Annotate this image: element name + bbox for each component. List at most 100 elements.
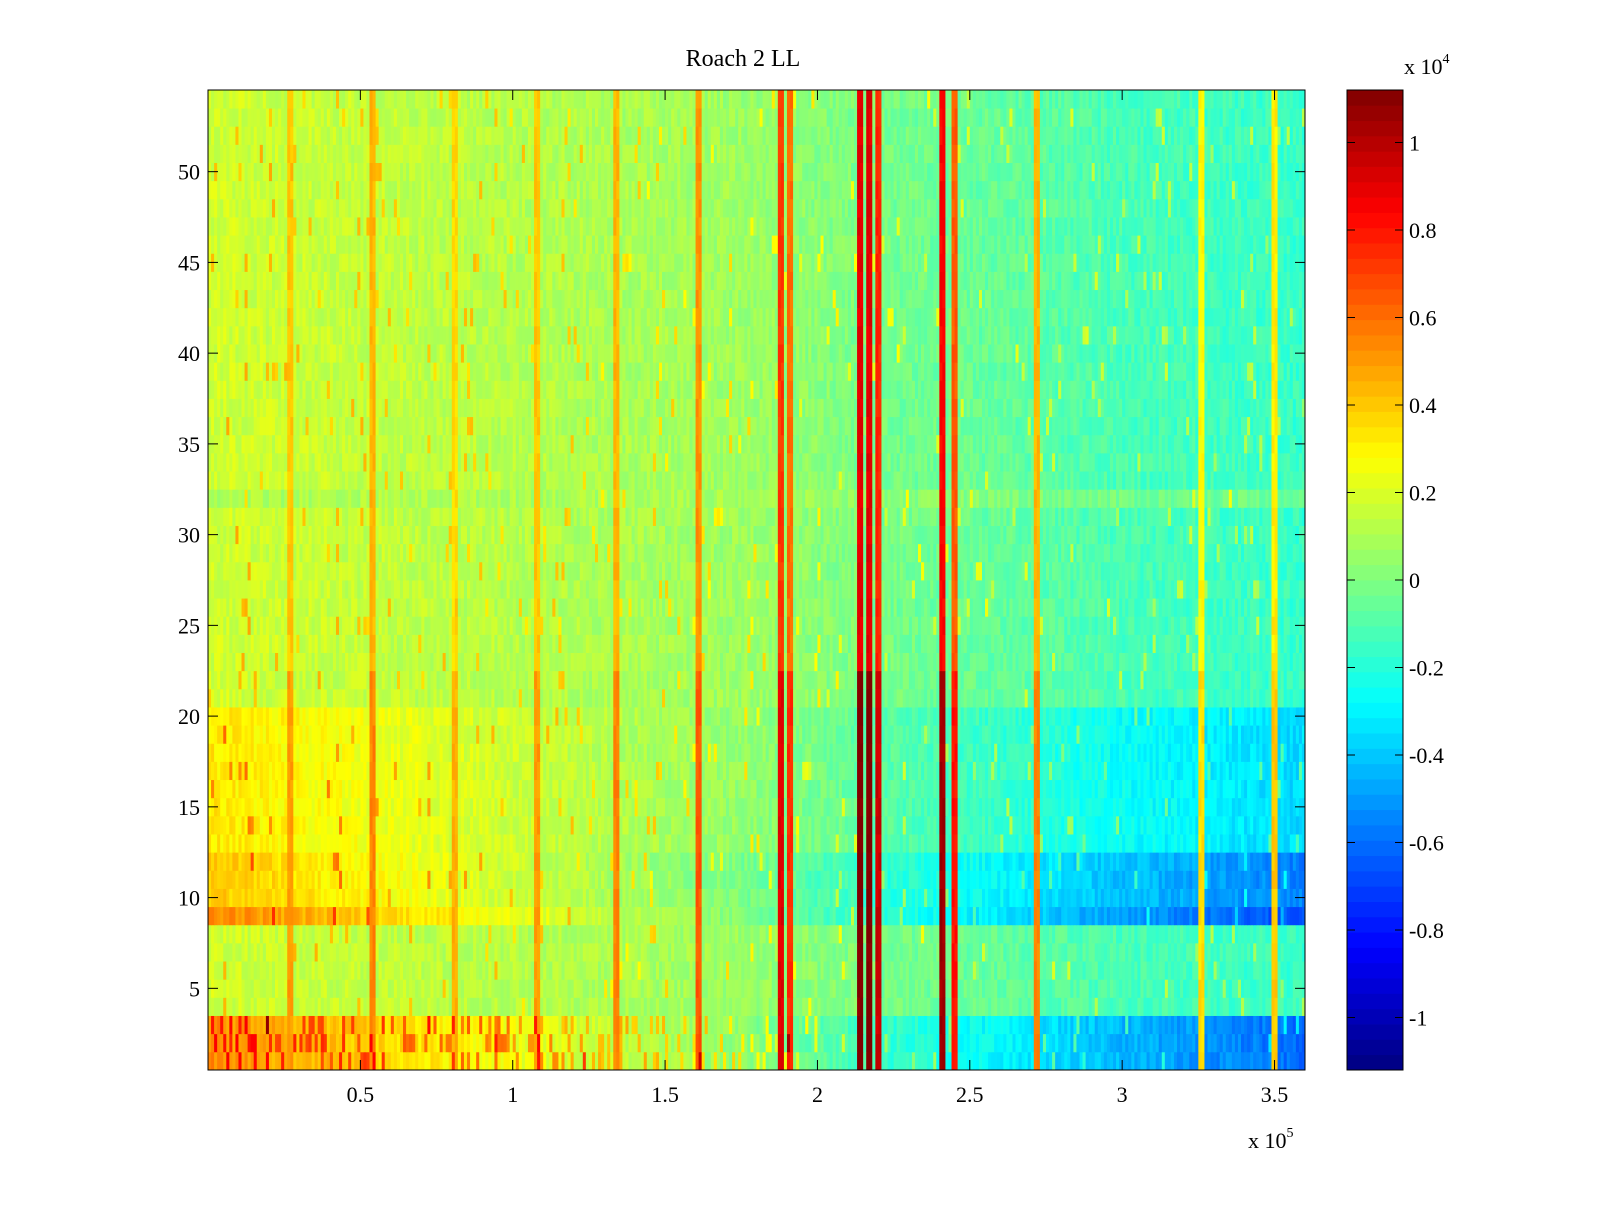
heatmap-cell [857,924,861,944]
heatmap-cell [357,1015,361,1035]
heatmap-cell [1094,942,1099,962]
heatmap-cell [448,924,453,944]
heatmap-cell [704,924,709,944]
heatmap-cell [381,961,386,980]
heatmap-cell [1070,1051,1074,1071]
heatmap-cell [753,834,757,853]
heatmap-cell [972,1033,977,1053]
heatmap-cell [256,979,261,998]
heatmap-cell [214,834,218,853]
heatmap-cell [329,1033,334,1053]
heatmap-cell [796,815,800,835]
heatmap-cell [707,1015,712,1035]
heatmap-cell [226,979,230,998]
heatmap-cell [981,1051,986,1071]
heatmap-cell [719,1015,724,1035]
heatmap-cell [1064,961,1068,980]
heatmap-cell [576,870,581,889]
heatmap-cell [354,870,358,889]
heatmap-cell [463,1051,468,1071]
heatmap-cell [860,888,864,908]
heatmap-cell [847,888,852,908]
heatmap-cell [506,961,511,980]
heatmap-cell [1280,924,1285,944]
heatmap-cell [570,924,575,944]
heatmap-cell [537,924,541,944]
heatmap-cell [945,815,949,835]
heatmap-cell [479,924,483,944]
heatmap-cell [689,997,693,1016]
heatmap-cell [1140,961,1144,980]
heatmap-cell [381,1033,386,1053]
heatmap-cell [576,1015,581,1035]
heatmap-cell [841,942,846,962]
heatmap-cell [972,942,977,962]
heatmap-cell [628,906,632,926]
heatmap-cell [686,888,690,908]
heatmap-cell [460,942,465,962]
heatmap-cell [1103,979,1108,998]
heatmap-cell [1042,979,1047,998]
heatmap-cell [412,815,416,835]
heatmap-cell [652,888,657,908]
heatmap-cell [555,1033,559,1053]
heatmap-cell [500,906,504,926]
heatmap-cell [235,997,239,1016]
heatmap-cell [217,888,221,908]
heatmap-cell [1100,1033,1105,1053]
heatmap-cell [582,1051,587,1071]
heatmap-cell [509,870,514,889]
heatmap-cell [878,997,882,1016]
heatmap-cell [439,1015,444,1035]
heatmap-cell [320,888,325,908]
heatmap-cell [1055,870,1059,889]
heatmap-cell [506,870,511,889]
heatmap-cell [558,924,562,944]
heatmap-cell [936,815,940,835]
heatmap-cell [765,815,770,835]
heatmap-cell [454,870,459,889]
heatmap-cell [930,1051,934,1071]
heatmap-cell [1061,834,1065,853]
heatmap-cell [506,834,511,853]
heatmap-cell [326,834,331,853]
heatmap-cell [869,961,873,980]
heatmap-cell [823,888,827,908]
heatmap-cell [1192,924,1196,944]
heatmap-cell [335,815,340,835]
heatmap-cell [677,942,681,962]
heatmap-cell [488,906,492,926]
heatmap-cell [1207,942,1211,962]
heatmap-cell [457,997,462,1016]
heatmap-cell [918,870,922,889]
heatmap-cell [369,834,373,853]
heatmap-cell [576,1033,581,1053]
heatmap-cell [598,906,602,926]
heatmap-cell [357,1033,361,1053]
heatmap-cell [860,834,864,853]
heatmap-cell [311,906,316,926]
heatmap-cell [658,852,663,871]
heatmap-cell [860,979,864,998]
heatmap-cell [933,1015,937,1035]
heatmap-cell [348,997,352,1016]
heatmap-cell [918,906,922,926]
heatmap-cell [1015,852,1019,871]
heatmap-cell [1170,924,1175,944]
heatmap-cell [671,961,675,980]
heatmap-cell [518,1033,523,1053]
heatmap-cell [1289,979,1294,998]
heatmap-cell [762,942,767,962]
heatmap-cell [890,942,895,962]
heatmap-cell [844,815,849,835]
heatmap-cell [954,942,959,962]
heatmap-cell [616,870,620,889]
heatmap-cell [1070,961,1074,980]
heatmap-cell [601,888,605,908]
heatmap-cell [436,942,440,962]
heatmap-cell [799,942,803,962]
heatmap-cell [1064,942,1068,962]
heatmap-cell [799,1051,803,1071]
heatmap-cell [268,1015,273,1035]
heatmap-cell [320,1015,325,1035]
